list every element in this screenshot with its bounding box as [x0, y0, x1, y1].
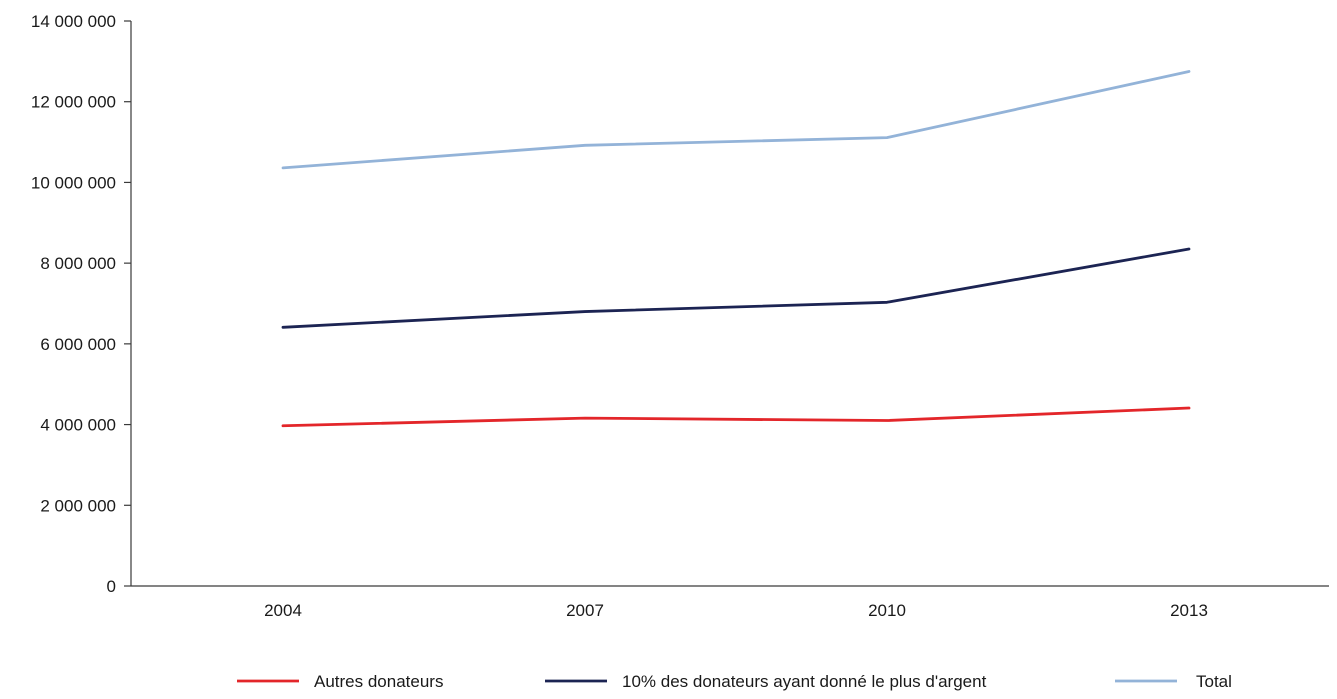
- x-axis-ticks: 2004 2007 2010 2013: [264, 601, 1208, 620]
- y-tick-label: 4 000 000: [40, 416, 116, 435]
- legend-label-2: 10% des donateurs ayant donné le plus d'…: [622, 672, 987, 691]
- y-tick-label: 8 000 000: [40, 254, 116, 273]
- series-line-3: [281, 70, 1191, 170]
- series-line-2: [281, 247, 1191, 329]
- y-tick-label: 12 000 000: [31, 93, 116, 112]
- series-line-1: [281, 406, 1191, 428]
- x-tick-label: 2004: [264, 601, 302, 620]
- legend: Autres donateurs 10% des donateurs ayant …: [237, 672, 1232, 691]
- legend-label-1: Autres donateurs: [314, 672, 443, 691]
- axes: [130, 21, 1329, 587]
- y-tick-label: 10 000 000: [31, 173, 116, 192]
- x-tick-label: 2013: [1170, 601, 1208, 620]
- y-tick-label: 0: [107, 577, 116, 596]
- legend-label-3: Total: [1196, 672, 1232, 691]
- y-tick-label: 2 000 000: [40, 496, 116, 515]
- series-lines: [281, 70, 1191, 428]
- x-tick-label: 2010: [868, 601, 906, 620]
- y-tick-label: 14 000 000: [31, 12, 116, 31]
- x-tick-label: 2007: [566, 601, 604, 620]
- y-axis-ticks: 0 2 000 000 4 000 000 6 000 000 8 000 000 10 …: [31, 12, 131, 596]
- y-tick-label: 6 000 000: [40, 335, 116, 354]
